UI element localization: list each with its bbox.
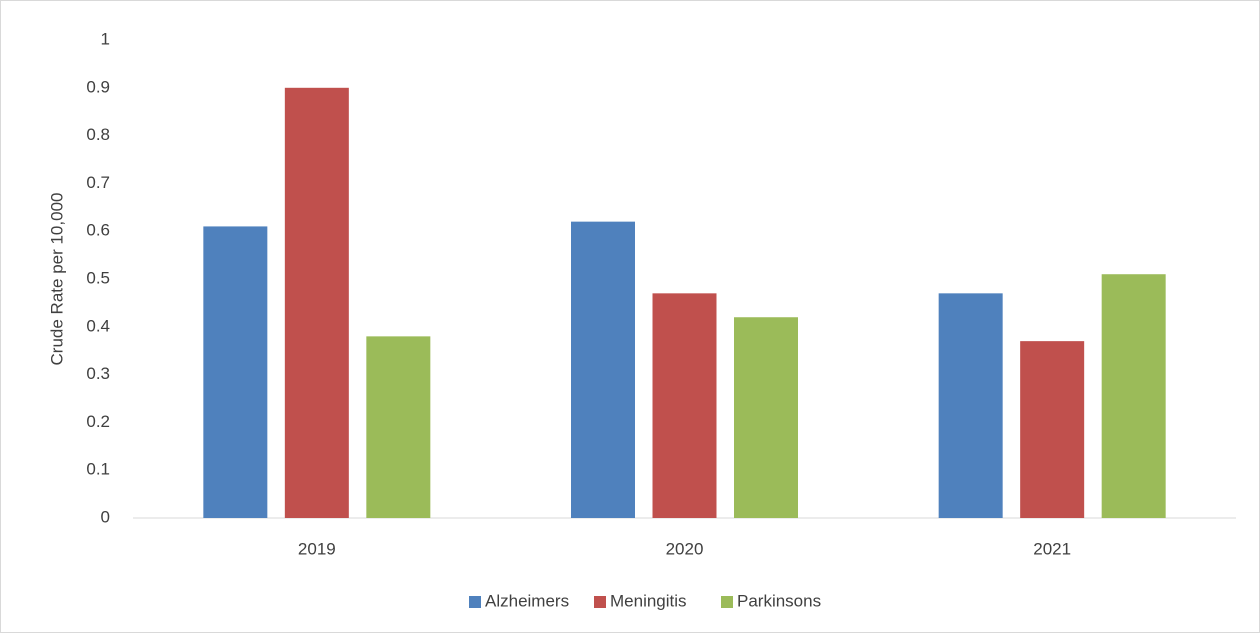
x-tick-label: 2020 — [666, 539, 704, 558]
bar — [366, 336, 431, 518]
legend-label: Parkinsons — [737, 591, 821, 610]
legend-label: Meningitis — [610, 591, 687, 610]
legend-label: Alzheimers — [485, 591, 569, 610]
bar — [652, 293, 717, 518]
y-tick-label: 0 — [101, 507, 110, 526]
y-tick-label: 1 — [101, 29, 110, 48]
y-tick-label: 0.4 — [86, 316, 110, 335]
y-tick-label: 0.2 — [86, 412, 110, 431]
bar — [734, 317, 798, 518]
y-tick-label: 0.3 — [86, 364, 110, 383]
y-axis-label: Crude Rate per 10,000 — [47, 193, 66, 366]
y-tick-label: 0.8 — [86, 125, 110, 144]
y-tick-label: 0.1 — [86, 460, 110, 479]
bar — [203, 226, 268, 519]
legend-swatch — [594, 596, 606, 608]
x-tick-label: 2019 — [298, 539, 336, 558]
y-tick-label: 0.9 — [86, 77, 110, 96]
legend-swatch — [721, 596, 733, 608]
y-tick-label: 0.6 — [86, 221, 110, 240]
y-tick-label: 0.7 — [86, 173, 110, 192]
bar — [1101, 274, 1166, 518]
bar — [938, 293, 1003, 518]
bar — [284, 87, 349, 519]
y-tick-label: 0.5 — [86, 268, 110, 287]
bar — [1020, 341, 1085, 518]
legend-swatch — [469, 596, 481, 608]
bar — [571, 221, 635, 518]
x-tick-label: 2021 — [1033, 539, 1071, 558]
